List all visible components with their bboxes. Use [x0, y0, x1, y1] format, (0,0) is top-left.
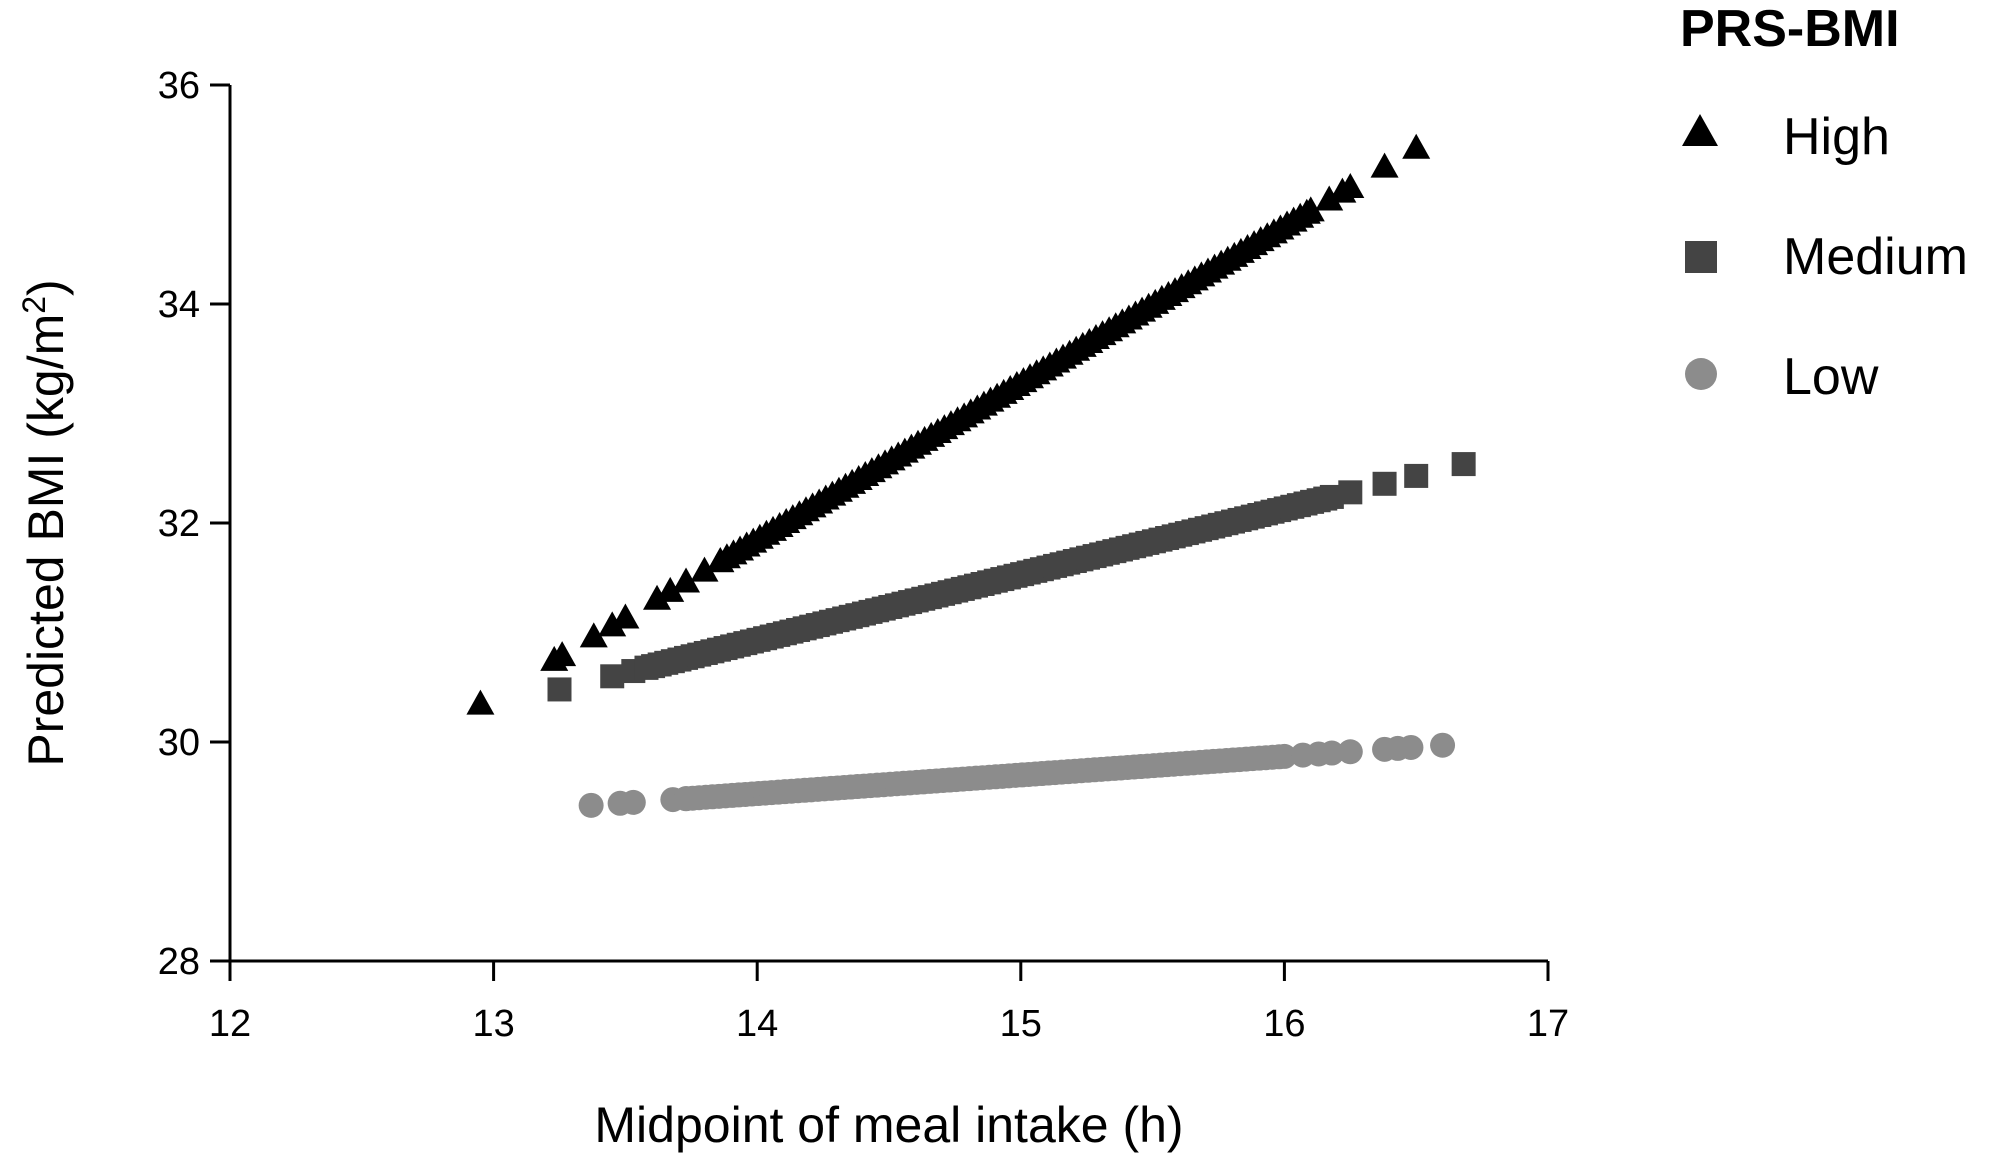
y-tick-label: 30 — [158, 722, 200, 764]
legend: PRS-BMI High Medium Low — [1680, 0, 1968, 406]
data-point-high — [690, 556, 719, 582]
data-point-low — [1430, 732, 1456, 758]
data-point-high — [579, 622, 608, 648]
data-point-high — [466, 689, 495, 715]
legend-marker-high — [1682, 114, 1718, 146]
y-tick-label: 36 — [158, 65, 200, 107]
data-point-medium — [1404, 463, 1429, 488]
legend-label-medium: Medium — [1783, 228, 1968, 286]
x-tick-label: 13 — [472, 1003, 514, 1045]
y-axis-title-main: Predicted BMI (kg/m — [18, 314, 74, 767]
data-point-high — [1315, 185, 1344, 211]
data-point-low — [620, 789, 646, 815]
legend-title: PRS-BMI — [1680, 0, 1900, 58]
x-tick-label: 16 — [1263, 1003, 1305, 1045]
x-tick-label: 12 — [209, 1003, 251, 1045]
data-point-high — [643, 584, 672, 610]
data-point-medium — [1372, 471, 1397, 496]
y-axis-title-close: ) — [18, 279, 74, 296]
legend-label-low: Low — [1783, 348, 1879, 406]
data-point-medium — [1313, 486, 1338, 511]
data-point-low — [1398, 734, 1424, 760]
y-tick-label: 34 — [158, 284, 200, 326]
legend-label-high: High — [1783, 108, 1890, 166]
y-axis-title-sup: 2 — [16, 296, 52, 314]
y-axis-ticks: 28 30 32 34 36 — [158, 65, 230, 983]
x-tick-label: 14 — [736, 1003, 778, 1045]
data-point-high — [656, 576, 685, 602]
data-point-low — [1319, 740, 1345, 766]
data-point-low — [578, 792, 604, 818]
data-point-medium — [1338, 480, 1363, 505]
data-point-high — [1402, 133, 1431, 159]
data-point-high — [672, 567, 701, 593]
data-point-high — [611, 603, 640, 629]
data-point-medium — [600, 664, 625, 689]
data-point-medium — [1451, 452, 1476, 477]
data-point-low — [1266, 744, 1292, 770]
x-tick-label: 15 — [1000, 1003, 1042, 1045]
y-tick-label: 32 — [158, 503, 200, 545]
legend-marker-medium — [1685, 241, 1717, 273]
data-point-high — [1370, 152, 1399, 178]
x-axis-ticks: 12 13 14 15 16 17 — [209, 961, 1569, 1045]
data-point-medium — [547, 677, 572, 702]
data-point-high — [598, 611, 627, 637]
plot-marks — [466, 133, 1476, 818]
x-axis-title: Midpoint of meal intake (h) — [594, 1097, 1183, 1153]
x-tick-label: 17 — [1527, 1003, 1569, 1045]
data-point-high — [548, 641, 577, 667]
legend-marker-low — [1685, 358, 1717, 390]
y-axis-title: Predicted BMI (kg/m2) — [16, 279, 74, 766]
data-point-high — [1292, 198, 1321, 224]
data-point-low — [1337, 739, 1363, 765]
y-tick-label: 28 — [158, 941, 200, 983]
data-point-high — [1336, 172, 1365, 198]
